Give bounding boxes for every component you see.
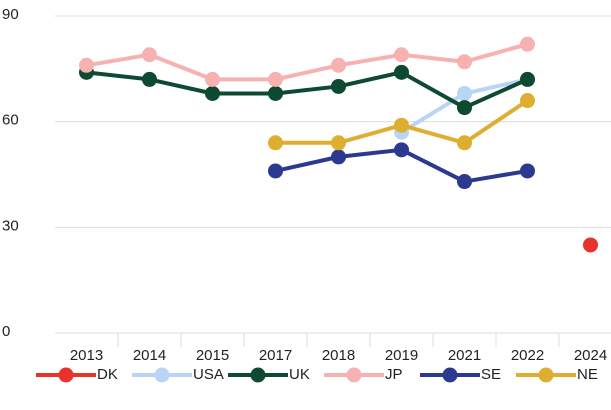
x-tick-label: 2018	[322, 347, 355, 364]
data-point	[394, 142, 409, 158]
legend-dot	[154, 367, 170, 383]
legend-label: SE	[481, 366, 501, 383]
legend-dot	[346, 367, 362, 383]
data-point	[142, 47, 157, 63]
legend-dot	[538, 367, 554, 383]
data-point	[205, 85, 220, 101]
legend-dot	[442, 367, 458, 383]
data-point	[331, 57, 346, 73]
data-point	[583, 237, 598, 253]
legend-label: NE	[577, 366, 598, 383]
series-line	[86, 70, 529, 110]
data-point	[331, 135, 346, 151]
x-tick-label: 2022	[511, 347, 544, 364]
data-point	[142, 71, 157, 87]
data-point	[268, 71, 283, 87]
legend-dot	[58, 367, 74, 383]
data-point	[457, 135, 472, 151]
data-point	[457, 174, 472, 190]
data-point	[520, 36, 535, 52]
data-point	[394, 117, 409, 133]
y-tick-label: 0	[2, 323, 10, 340]
data-point	[79, 57, 94, 73]
data-point	[520, 163, 535, 179]
x-tick-label: 2019	[385, 347, 418, 364]
data-point	[331, 78, 346, 94]
data-point	[268, 135, 283, 151]
y-tick-label: 60	[2, 112, 19, 129]
x-tick-label: 2013	[70, 347, 103, 364]
y-tick-label: 30	[2, 217, 19, 234]
data-point	[268, 163, 283, 179]
data-point	[394, 47, 409, 63]
data-point	[457, 85, 472, 101]
y-tick-label: 90	[2, 6, 19, 23]
data-point	[268, 85, 283, 101]
x-tick-label: 2017	[259, 347, 292, 364]
data-point	[520, 93, 535, 109]
x-tick-label: 2014	[133, 347, 166, 364]
x-tick-label: 2024	[574, 347, 607, 364]
data-point	[331, 149, 346, 165]
legend-dot	[250, 367, 266, 383]
legend-label: DK	[97, 366, 118, 383]
data-point	[520, 71, 535, 87]
series-line	[86, 42, 529, 82]
data-point	[457, 54, 472, 70]
x-tick-label: 2021	[448, 347, 481, 364]
legend-label: JP	[385, 366, 403, 383]
data-point	[394, 64, 409, 80]
data-point	[205, 71, 220, 87]
legend-label: UK	[289, 366, 310, 383]
legend-label: USA	[193, 366, 224, 383]
data-point	[457, 100, 472, 116]
x-tick-label: 2015	[196, 347, 229, 364]
